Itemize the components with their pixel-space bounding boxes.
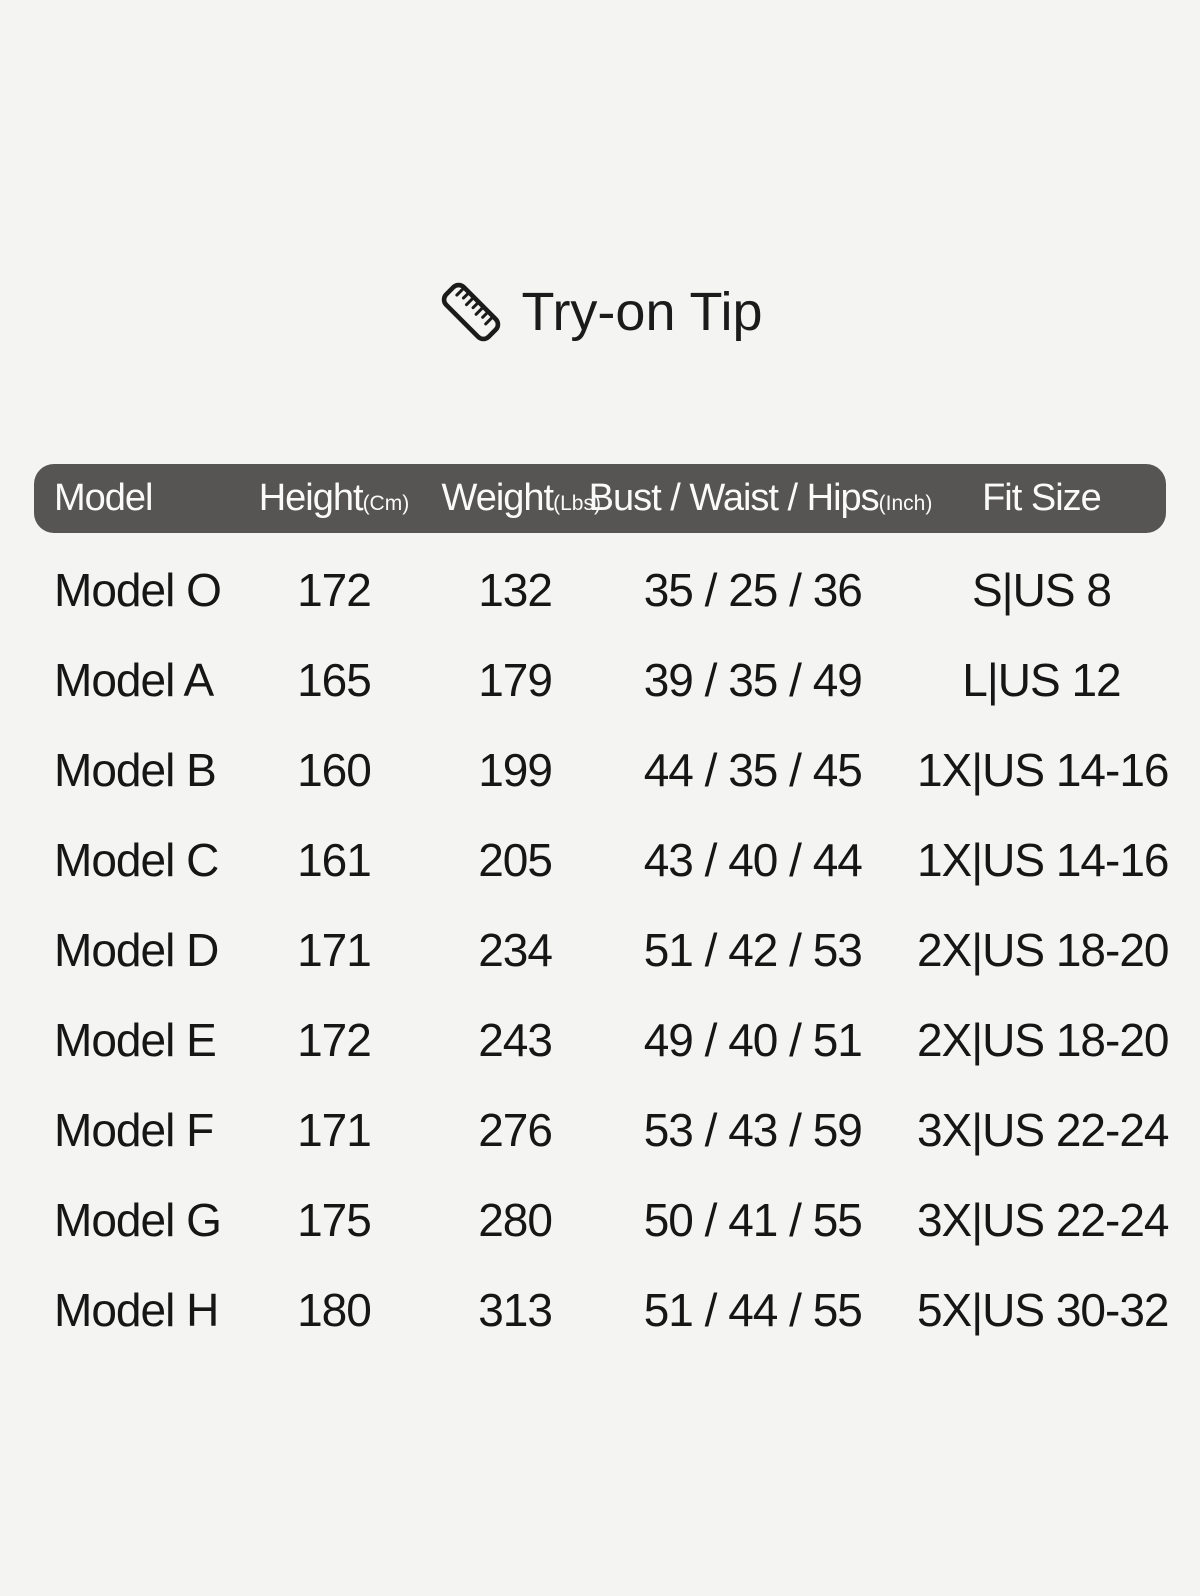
cell-weight: 205 xyxy=(478,834,553,886)
header-height-label: Height xyxy=(258,477,364,519)
table-row: Model C 161 205 43 / 40 / 44 1X|US 14-16 xyxy=(34,815,1170,905)
cell-weight: 280 xyxy=(478,1194,553,1246)
cell-bust-waist-hips: 53 / 43 / 59 xyxy=(643,1104,863,1156)
table-header-row: Model Height(Cm) Weight(Lbs) Bust / Wais… xyxy=(34,464,1166,533)
table-row: Model B 160 199 44 / 35 / 45 1X|US 14-16 xyxy=(34,725,1170,815)
header-height-unit: (Cm) xyxy=(362,492,410,515)
cell-fit-size: S|US 8 xyxy=(972,564,1112,616)
table-row: Model G 175 280 50 / 41 / 55 3X|US 22-24 xyxy=(34,1175,1170,1265)
cell-height: 165 xyxy=(297,654,372,706)
cell-model: Model E xyxy=(54,1014,217,1066)
page-title: Try-on Tip xyxy=(521,282,763,342)
cell-model: Model B xyxy=(54,744,217,796)
cell-model: Model H xyxy=(54,1284,219,1336)
header-weight-label: Weight xyxy=(441,477,555,519)
table-row: Model A 165 179 39 / 35 / 49 L|US 12 xyxy=(34,635,1166,725)
cell-model: Model O xyxy=(54,564,222,616)
header-height: Height(Cm) xyxy=(226,477,441,520)
cell-weight: 132 xyxy=(478,564,553,616)
table-row: Model E 172 243 49 / 40 / 51 2X|US 18-20 xyxy=(34,995,1170,1085)
cell-height: 175 xyxy=(297,1194,372,1246)
cell-fit-size: 2X|US 18-20 xyxy=(916,1014,1170,1066)
cell-height: 171 xyxy=(297,924,372,976)
cell-bust-waist-hips: 39 / 35 / 49 xyxy=(643,654,863,706)
ruler-icon xyxy=(437,276,505,348)
cell-bust-waist-hips: 51 / 44 / 55 xyxy=(643,1284,863,1336)
cell-fit-size: 3X|US 22-24 xyxy=(916,1194,1170,1246)
cell-bust-waist-hips: 43 / 40 / 44 xyxy=(643,834,863,886)
cell-height: 171 xyxy=(297,1104,372,1156)
cell-bust-waist-hips: 44 / 35 / 45 xyxy=(643,744,863,796)
cell-fit-size: 2X|US 18-20 xyxy=(916,924,1170,976)
header-fit-size: Fit Size xyxy=(917,477,1166,520)
cell-fit-size: 3X|US 22-24 xyxy=(916,1104,1170,1156)
header-fit-size-label: Fit Size xyxy=(982,477,1102,519)
header-model-label: Model xyxy=(54,477,153,519)
cell-height: 172 xyxy=(297,1014,372,1066)
table-row: Model D 171 234 51 / 42 / 53 2X|US 18-20 xyxy=(34,905,1170,995)
cell-height: 180 xyxy=(297,1284,372,1336)
cell-fit-size: 5X|US 30-32 xyxy=(916,1284,1170,1336)
header-weight-unit: (Lbs) xyxy=(553,492,601,515)
cell-weight: 234 xyxy=(478,924,553,976)
cell-weight: 199 xyxy=(478,744,553,796)
cell-height: 160 xyxy=(297,744,372,796)
cell-model: Model D xyxy=(54,924,219,976)
cell-model: Model C xyxy=(54,834,219,886)
cell-height: 172 xyxy=(297,564,372,616)
header-model: Model xyxy=(34,477,226,520)
cell-fit-size: 1X|US 14-16 xyxy=(916,744,1170,796)
cell-model: Model G xyxy=(54,1194,222,1246)
cell-weight: 313 xyxy=(478,1284,553,1336)
cell-bust-waist-hips: 35 / 25 / 36 xyxy=(643,564,863,616)
table-body: Model O 172 132 35 / 25 / 36 S|US 8 Mode… xyxy=(34,545,1170,1355)
header-bust-waist-hips-label: Bust / Waist / Hips xyxy=(588,477,880,519)
cell-bust-waist-hips: 50 / 41 / 55 xyxy=(643,1194,863,1246)
table-row: Model H 180 313 51 / 44 / 55 5X|US 30-32 xyxy=(34,1265,1170,1355)
header-bust-waist-hips: Bust / Waist / Hips(Inch) xyxy=(588,477,933,520)
size-chart-table: Model Height(Cm) Weight(Lbs) Bust / Wais… xyxy=(34,464,1170,1355)
header-weight: Weight(Lbs) xyxy=(441,477,601,520)
cell-bust-waist-hips: 49 / 40 / 51 xyxy=(643,1014,863,1066)
cell-weight: 276 xyxy=(478,1104,553,1156)
cell-weight: 243 xyxy=(478,1014,553,1066)
header-bust-waist-hips-unit: (Inch) xyxy=(878,492,933,515)
cell-fit-size: 1X|US 14-16 xyxy=(916,834,1170,886)
cell-fit-size: L|US 12 xyxy=(962,654,1121,706)
table-row: Model F 171 276 53 / 43 / 59 3X|US 22-24 xyxy=(34,1085,1170,1175)
cell-weight: 179 xyxy=(478,654,553,706)
table-row: Model O 172 132 35 / 25 / 36 S|US 8 xyxy=(34,545,1166,635)
page-title-row: Try-on Tip xyxy=(0,0,1200,348)
cell-model: Model F xyxy=(54,1104,214,1156)
cell-model: Model A xyxy=(54,654,214,706)
cell-bust-waist-hips: 51 / 42 / 53 xyxy=(643,924,863,976)
cell-height: 161 xyxy=(297,834,372,886)
